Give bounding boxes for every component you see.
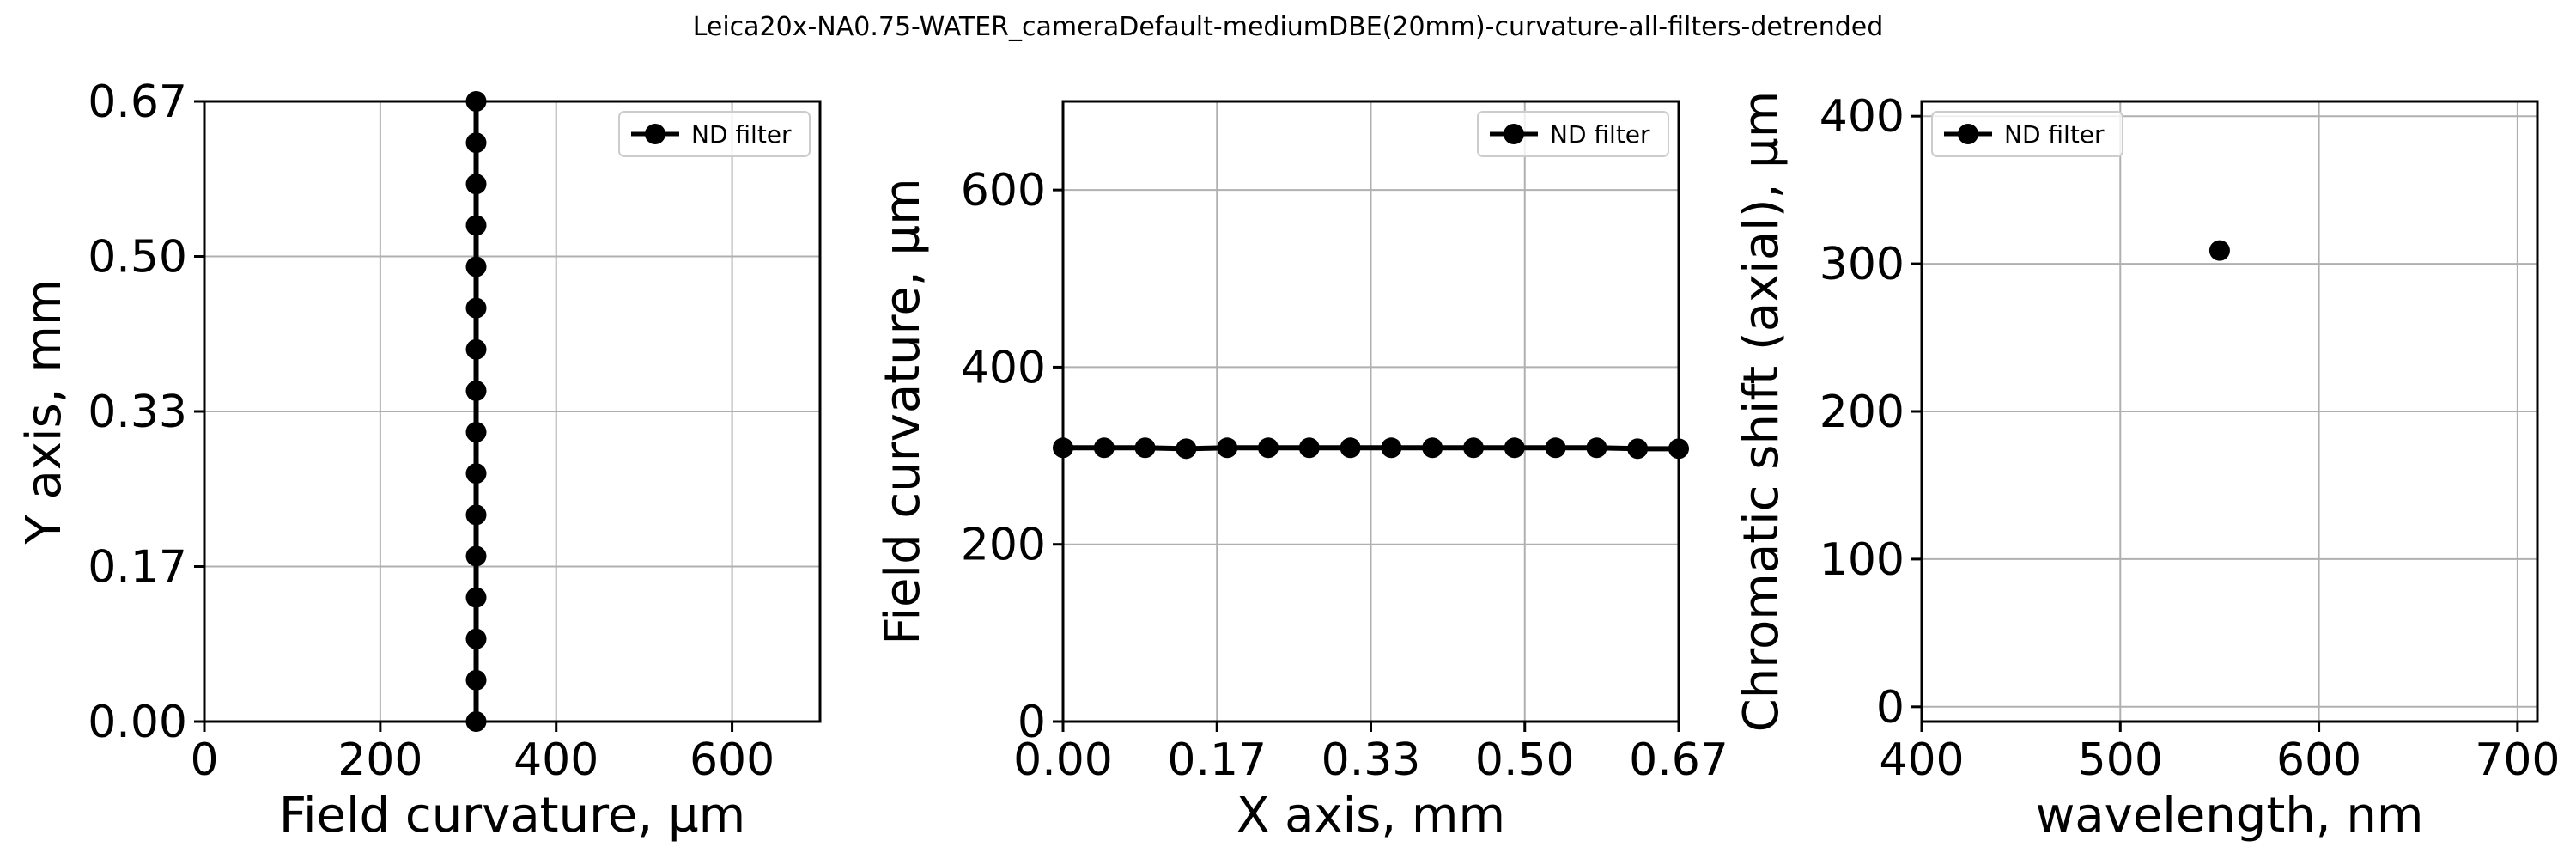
x-tick-label: 0.33 [1321, 734, 1421, 786]
legend-marker-swatch [1504, 124, 1524, 144]
legend-marker-swatch [1958, 124, 1978, 144]
data-point [465, 628, 487, 649]
legend-box [618, 111, 811, 157]
x-tick-label: 0 [190, 734, 218, 786]
y-axis-label: Field curvature, µm [875, 178, 931, 644]
y-tick-label: 600 [961, 165, 1046, 216]
legend-entry-label: ND filter [1550, 120, 1650, 149]
y-tick-label: 0.17 [88, 542, 187, 594]
data-point [465, 174, 487, 195]
legend: ND filter [1477, 111, 1669, 157]
y-tick-label: 0.33 [88, 387, 187, 438]
legend-marker-swatch [645, 124, 665, 144]
legend-entry-label: ND filter [2004, 120, 2105, 149]
x-tick-label: 0.00 [1013, 734, 1113, 786]
data-point [1545, 437, 1566, 459]
y-tick-label: 0.00 [88, 697, 187, 748]
data-point [465, 132, 487, 154]
data-point [1093, 437, 1115, 459]
data-point [1463, 437, 1485, 459]
y-tick-label: 100 [1820, 534, 1905, 586]
x-tick-label: 500 [2078, 734, 2163, 786]
x-axis-label: wavelength, nm [2036, 788, 2424, 844]
data-point [465, 545, 487, 567]
y-tick-label: 0 [1018, 697, 1046, 748]
legend: ND filter [1931, 111, 2123, 157]
y-tick-label: 0 [1876, 682, 1905, 734]
x-tick-label: 600 [2276, 734, 2361, 786]
data-point [1627, 438, 1649, 460]
x-tick-label: 600 [690, 734, 775, 786]
data-point [1298, 437, 1320, 459]
y-tick-label: 400 [961, 342, 1046, 393]
data-point [1586, 437, 1607, 459]
legend: ND filter [618, 111, 811, 157]
legend-entry-label: ND filter [691, 120, 792, 149]
y-tick-label: 300 [1820, 239, 1905, 290]
data-point [465, 215, 487, 236]
legend-box [1477, 111, 1669, 157]
data-point [465, 504, 487, 526]
y-tick-label: 0.50 [88, 232, 187, 283]
data-point [1176, 438, 1197, 460]
x-axis-label: X axis, mm [1236, 788, 1505, 844]
data-point [1381, 437, 1402, 459]
plot-chromatic-shift-vs-wavelength: 400 500 600 700 0 100 200 300 400 wavelength, nm C… [1734, 91, 2561, 844]
data-point [465, 422, 487, 443]
x-tick-label: 700 [2475, 734, 2560, 786]
x-tick-label: 0.50 [1475, 734, 1575, 786]
x-tick-label: 200 [337, 734, 422, 786]
data-point [465, 587, 487, 608]
data-point [1257, 437, 1279, 459]
data-point [465, 380, 487, 401]
x-tick-label: 400 [1879, 734, 1964, 786]
legend-box [1931, 111, 2123, 157]
y-tick-label: 400 [1820, 91, 1905, 143]
data-point [1134, 437, 1156, 459]
y-axis-label: Y axis, mm [16, 279, 72, 545]
data-point [1217, 437, 1238, 459]
data-point [465, 338, 487, 360]
data-point [1422, 437, 1443, 459]
plot-y-vs-field-curvature: 0 200 400 600 0.00 0.17 0.33 0.50 0.67 Field curv… [16, 76, 822, 844]
data-point [465, 256, 487, 277]
x-axis-label: Field curvature, µm [279, 788, 745, 844]
data-point [465, 463, 487, 484]
y-axis-label: Chromatic shift (axial), µm [1734, 91, 1789, 733]
data-point [1340, 437, 1361, 459]
x-tick-label: 0.67 [1629, 734, 1728, 786]
data-point [2208, 240, 2230, 261]
y-tick-label: 200 [961, 520, 1046, 571]
x-tick-label: 400 [513, 734, 598, 786]
data-point [1504, 437, 1525, 459]
y-tick-label: 0.67 [88, 76, 187, 128]
data-point [465, 669, 487, 691]
plot-field-curvature-vs-x: 0.00 0.17 0.33 0.50 0.67 0 200 400 600 X axis, mm… [875, 100, 1728, 844]
data-point [465, 297, 487, 319]
y-tick-label: 200 [1820, 387, 1905, 438]
x-tick-label: 0.17 [1167, 734, 1267, 786]
figure-title: Leica20x-NA0.75-WATER_cameraDefault-medi… [692, 12, 1884, 42]
